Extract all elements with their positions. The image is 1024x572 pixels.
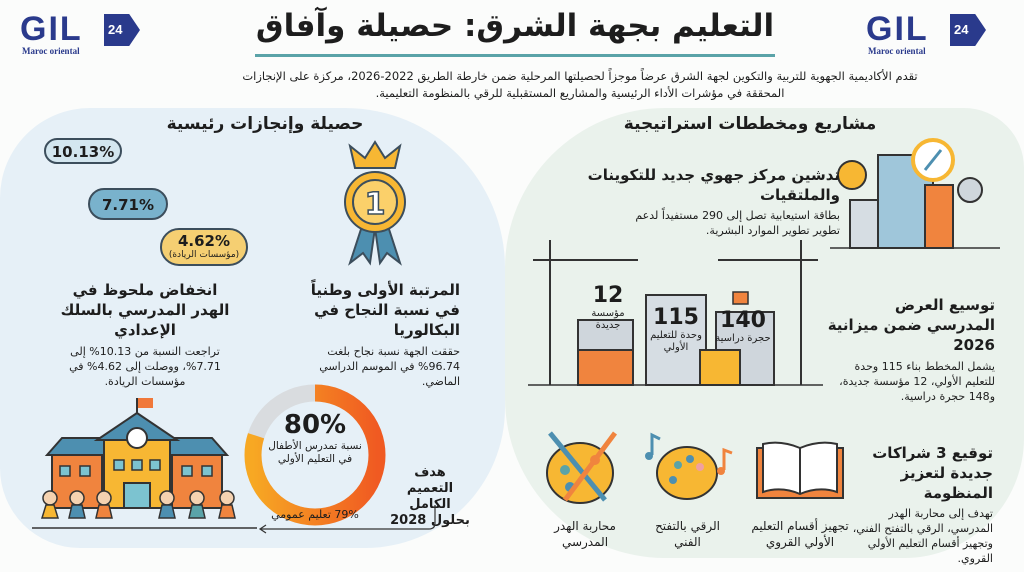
stat-classrooms: 140 حجرة دراسية	[712, 308, 774, 345]
logo-badge: 24	[104, 14, 140, 46]
bac-text: حققت الجهة نسبة نجاح بلغت 96.74% في المو…	[319, 345, 460, 388]
arrow-icon	[258, 505, 436, 534]
partnerships-block: توقيع 3 شراكات جديدة لتعزيز المنظومة تهد…	[848, 443, 993, 566]
partnerships-text: تهدف إلى محاربة الهدر المدرسي، الرقي بال…	[852, 507, 993, 565]
construction-cranes-illustration	[528, 240, 823, 386]
expansion-heading: توسيع العرض المدرسي ضمن ميزانية 2026	[827, 296, 995, 354]
title-divider	[255, 54, 775, 57]
stat-value: 12	[592, 283, 624, 308]
stat-value: 140	[720, 308, 766, 333]
logo-right: GIL 24 Maroc oriental	[866, 10, 991, 58]
caption-preschool: تجهيز أقسام التعليم الأولي القروي	[751, 519, 849, 549]
stat-label: حجرة دراسية	[715, 333, 771, 344]
cloud-note: (مؤسسات الريادة)	[168, 250, 240, 260]
caption-arts: الرقي بالتفتح الفني	[655, 519, 720, 549]
donut-caption: نسبة تمدرس الأطفال في التعليم الأولي	[268, 440, 362, 465]
achievements-title: حصيلة وإنجازات رئيسية	[166, 114, 364, 134]
expansion-text: يشمل المخطط بناء 115 وحدة للتعليم الأولي…	[839, 360, 995, 403]
preschool-donut-chart	[244, 384, 386, 526]
cloud-value: 4.62%	[177, 232, 231, 250]
center-heading: تدشين مركز جهوي جديد للتكوينات والملتقيا…	[587, 166, 840, 204]
donut-label: 80% نسبة تمدرس الأطفال في التعليم الأولي	[260, 410, 370, 466]
stat-value: 115	[653, 305, 699, 330]
dropout-heading: انخفاض ملحوظ في الهدر المدرسي بالسلك الإ…	[60, 281, 230, 339]
logo-tagline: Maroc oriental	[22, 46, 80, 56]
expansion-block: توسيع العرض المدرسي ضمن ميزانية 2026 يشم…	[825, 295, 995, 404]
medal-number: 1	[365, 187, 386, 222]
public-note: 79% تعليم عمومي	[271, 508, 359, 521]
dropout-text: تراجعت النسبة من 10.13% إلى 7.71%، ووصلت…	[69, 345, 221, 388]
intro-text: تقدم الأكاديمية الجهوية للتربية والتكوين…	[242, 69, 918, 100]
stat-label: وحدة للتعليم الأولي	[650, 330, 702, 353]
music-palette-icon	[645, 432, 733, 500]
cloud-10-13: 10.13%	[44, 138, 122, 164]
logo-left: GIL 24 Maroc oriental	[20, 10, 145, 58]
training-center-building-icon	[830, 138, 1000, 249]
caption-dropout: محاربة الهدر المدرسي	[554, 519, 616, 549]
cloud-7-71: 7.71%	[88, 188, 168, 220]
projects-title: مشاريع ومخططات استراتيجية	[623, 114, 877, 134]
partnerships-heading: توقيع 3 شراكات جديدة لتعزيز المنظومة	[872, 444, 993, 502]
stat-label: مؤسسة جديدة	[591, 308, 625, 331]
stat-new-schools: 12 مؤسسة جديدة	[578, 283, 638, 332]
dropout-block: انخفاض ملحوظ في الهدر المدرسي بالسلك الإ…	[55, 280, 235, 389]
cloud-4-62: 4.62% (مؤسسات الريادة)	[160, 228, 248, 266]
center-block: تدشين مركز جهوي جديد للتكوينات والملتقيا…	[525, 165, 840, 238]
bac-heading: المرتبة الأولى وطنياً في نسبة النجاح في …	[310, 281, 460, 339]
paint-palette-icon	[546, 431, 618, 504]
open-book-icon	[756, 441, 844, 499]
donut-value: 80%	[283, 410, 347, 440]
donut-value-arc	[244, 384, 386, 526]
logo-text: GIL	[20, 10, 83, 48]
stat-preschool-units: 115 وحدة للتعليم الأولي	[645, 305, 707, 354]
school-illustration	[32, 398, 257, 529]
center-text: بطاقة استيعابية تصل إلى 290 مستفيداً لدع…	[635, 209, 840, 237]
page-title: التعليم بجهة الشرق: حصيلة وآفاق	[255, 8, 775, 44]
logo-tagline: Maroc oriental	[868, 46, 926, 56]
goal-text: هدف التعميم الكامل بحلول 2028	[390, 465, 470, 528]
bac-block: المرتبة الأولى وطنياً في نسبة النجاح في …	[290, 280, 460, 389]
logo-text: GIL	[866, 10, 929, 48]
gold-medal-icon: 1	[344, 140, 406, 266]
logo-badge: 24	[950, 14, 986, 46]
